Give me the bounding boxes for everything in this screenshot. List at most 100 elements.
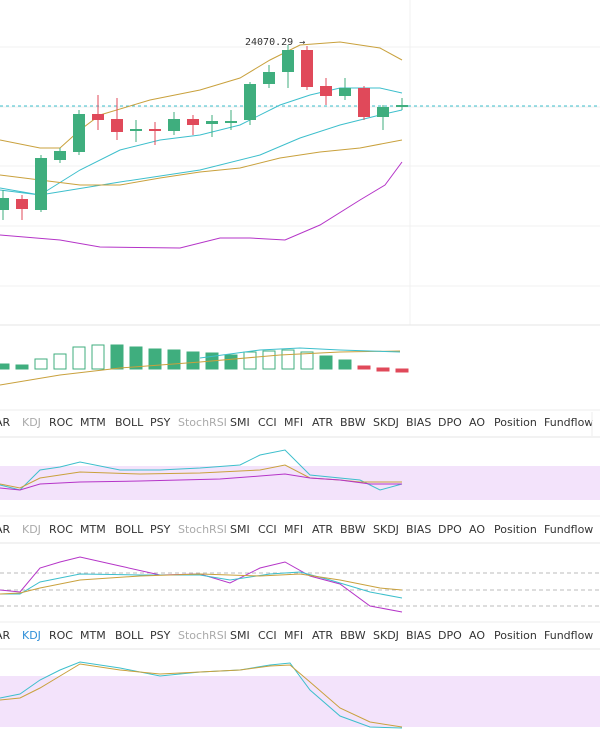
indicator-tab[interactable]: AR: [0, 416, 11, 429]
indicator-tab[interactable]: PSY: [150, 416, 171, 429]
candle-body: [111, 119, 123, 132]
indicator-tab[interactable]: MFI: [284, 629, 303, 642]
indicator-tab[interactable]: BOLL: [115, 416, 144, 429]
indicator-tab[interactable]: Fundflow: [544, 523, 593, 536]
candle-body: [73, 114, 85, 152]
indicator-line: [0, 571, 403, 599]
indicator-tab[interactable]: MFI: [284, 523, 303, 536]
indicator-band: [0, 676, 600, 727]
indicator-tab[interactable]: SKDJ: [373, 629, 399, 642]
indicator-tab[interactable]: ROC: [49, 416, 73, 429]
indicator-tab[interactable]: SMI: [230, 523, 250, 536]
volume-bar: [395, 368, 409, 373]
volume-bar: [167, 349, 181, 370]
volume-bar: [376, 367, 390, 372]
volume-bar: [34, 358, 48, 370]
indicator-tab[interactable]: Position: [494, 416, 537, 429]
candle-body: [301, 50, 313, 87]
indicator-tab[interactable]: ATR: [312, 416, 333, 429]
indicator-tab[interactable]: MTM: [80, 416, 106, 429]
ma-line: [0, 139, 403, 186]
indicator-tab[interactable]: MTM: [80, 629, 106, 642]
indicator-tab[interactable]: Position: [494, 523, 537, 536]
volume-ma: [0, 350, 401, 386]
ma-line: [0, 161, 403, 249]
volume-bar: [186, 351, 200, 370]
volume-bar: [338, 359, 352, 370]
candle-body: [358, 88, 370, 117]
indicator-tab[interactable]: SMI: [230, 629, 250, 642]
volume-bar: [15, 364, 29, 370]
candle-body: [149, 129, 161, 131]
indicator-tab[interactable]: Fundflow: [544, 416, 593, 429]
indicator-tab[interactable]: MFI: [284, 416, 303, 429]
indicator-line: [0, 556, 403, 613]
candle-body: [263, 72, 275, 84]
candle-body: [206, 121, 218, 124]
candle-body: [282, 50, 294, 72]
indicator-tab[interactable]: StochRSI: [178, 523, 227, 536]
indicator-tab[interactable]: DPO: [438, 523, 462, 536]
candle-body: [54, 151, 66, 160]
candle-body: [244, 84, 256, 120]
indicator-tab[interactable]: SMI: [230, 416, 250, 429]
ma-line: [0, 109, 403, 196]
volume-bar: [0, 363, 10, 370]
indicator-tab[interactable]: AR: [0, 629, 11, 642]
indicator-line: [0, 663, 403, 728]
indicator-tab[interactable]: ATR: [312, 629, 333, 642]
indicator-tab[interactable]: MTM: [80, 523, 106, 536]
indicator-tab[interactable]: AO: [469, 629, 485, 642]
candle-body: [339, 88, 351, 96]
indicator-tab[interactable]: KDJ: [22, 629, 41, 642]
volume-bar: [281, 349, 295, 370]
indicator-tab[interactable]: AO: [469, 416, 485, 429]
indicator-tab[interactable]: BOLL: [115, 629, 144, 642]
volume-bar: [319, 355, 333, 370]
indicator-tab[interactable]: CCI: [258, 416, 277, 429]
indicator-tab[interactable]: AO: [469, 523, 485, 536]
candle-body: [225, 121, 237, 123]
indicator-tab[interactable]: BIAS: [406, 523, 431, 536]
indicator-tab[interactable]: BOLL: [115, 523, 144, 536]
indicator-tab[interactable]: BIAS: [406, 416, 431, 429]
volume-ma: [199, 347, 401, 359]
indicator-tab[interactable]: SKDJ: [373, 523, 399, 536]
candle-body: [396, 105, 408, 107]
candle-body: [187, 119, 199, 125]
indicator-tab[interactable]: BBW: [340, 416, 366, 429]
indicator-tab[interactable]: DPO: [438, 629, 462, 642]
indicator-tab[interactable]: ROC: [49, 629, 73, 642]
indicator-tab[interactable]: StochRSI: [178, 416, 227, 429]
indicator-tab[interactable]: BBW: [340, 523, 366, 536]
candle-body: [168, 119, 180, 131]
indicator-tab[interactable]: CCI: [258, 523, 277, 536]
candle-body: [0, 198, 9, 210]
indicator-tab[interactable]: PSY: [150, 523, 171, 536]
volume-bar: [300, 351, 314, 370]
volume-bar: [148, 348, 162, 370]
indicator-tab[interactable]: Position: [494, 629, 537, 642]
indicator-tab[interactable]: BBW: [340, 629, 366, 642]
indicator-tab[interactable]: Fundflow: [544, 629, 593, 642]
indicator-line: [0, 473, 402, 491]
indicator-tab[interactable]: KDJ: [22, 523, 41, 536]
indicator-tab[interactable]: KDJ: [22, 416, 41, 429]
volume-bar: [72, 346, 86, 370]
candle-body: [377, 107, 389, 117]
volume-bar: [357, 365, 371, 370]
candle-body: [16, 199, 28, 209]
indicator-tab[interactable]: CCI: [258, 629, 277, 642]
indicator-tab[interactable]: StochRSI: [178, 629, 227, 642]
indicator-tab[interactable]: ROC: [49, 523, 73, 536]
indicator-tab[interactable]: ATR: [312, 523, 333, 536]
candle-body: [92, 114, 104, 120]
indicator-tab[interactable]: SKDJ: [373, 416, 399, 429]
indicator-tab[interactable]: BIAS: [406, 629, 431, 642]
indicator-band: [0, 466, 600, 500]
volume-bar: [224, 354, 238, 370]
indicator-tab[interactable]: AR: [0, 523, 11, 536]
indicator-tab[interactable]: PSY: [150, 629, 171, 642]
indicator-tab[interactable]: DPO: [438, 416, 462, 429]
